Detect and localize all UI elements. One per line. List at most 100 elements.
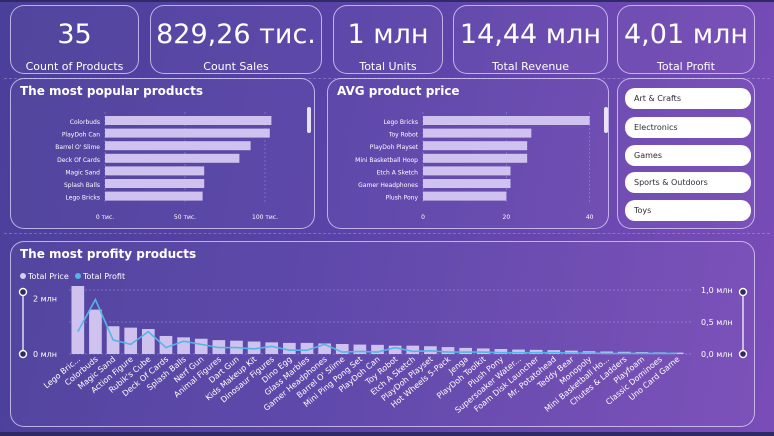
y-right-tick-label: 0,5 млн [701, 318, 733, 327]
kpi-label: Total Units [359, 60, 417, 73]
bar-total-price [494, 349, 508, 354]
axis-range-handle [738, 287, 748, 297]
bar [423, 166, 511, 176]
category-label: Mini Basketball Hoop [355, 157, 418, 164]
slicer-item-toys[interactable]: Toys [625, 200, 751, 221]
bar-total-price [283, 342, 296, 354]
bar [423, 141, 528, 151]
panel-title: The most profity products [20, 247, 197, 261]
bar-total-price [247, 341, 261, 354]
popular-products-panel[interactable]: The most popular products 0 тис. 50 тис. 1… [10, 78, 315, 229]
category-label: Barrel O' Slime [55, 144, 100, 151]
y-left-tick-label: 0 млн [33, 350, 57, 359]
bar [423, 116, 590, 125]
bar [105, 191, 203, 201]
bar-total-price [89, 309, 102, 354]
category-label: Colorbuds [70, 119, 100, 126]
bar-total-price [124, 327, 138, 354]
bar-total-price [353, 344, 367, 354]
bar-total-price [265, 342, 279, 354]
guide-line [4, 233, 770, 234]
category-slicer: Art & Crafts Electronics Games Sports & … [617, 78, 755, 229]
kpi-value: 829,26 тис. [156, 19, 316, 50]
category-label: Lego Bricks [384, 119, 418, 126]
category-label: Plush Pony [386, 195, 419, 202]
x-tick-label: 20 [503, 214, 511, 221]
bar [105, 179, 205, 188]
x-tick-label: 50 тис. [174, 214, 196, 221]
kpi-count-of-products[interactable]: 35 Count of Products [10, 5, 139, 74]
category-label: Splash Balls [64, 182, 100, 189]
bar [105, 141, 251, 151]
popular-products-chart: 0 тис. 50 тис. 100 тис. Colorbuds PlayDoh Ca… [55, 107, 311, 221]
bar-total-price [71, 286, 85, 354]
axis-range-handle [738, 349, 748, 359]
bar-total-price [159, 335, 173, 354]
category-label: PlayDoh Can [62, 132, 100, 139]
legend-marker-total-profit [75, 273, 81, 279]
y-right-tick-label: 0,0 млн [701, 350, 733, 359]
kpi-total-profit[interactable]: 4,01 млн Total Profit [617, 5, 755, 74]
bar-total-price [388, 345, 402, 354]
kpi-count-sales[interactable]: 829,26 тис. Count Sales [150, 5, 322, 74]
legend-total-profit: Total Profit [82, 272, 125, 281]
bar-total-price [512, 349, 525, 354]
bar-total-price [141, 329, 155, 354]
profity-products-chart: Total Price Total Profit 0,0 млн 0,5 млн 1,0… [18, 272, 748, 415]
category-label: Gamer Headphones [358, 182, 418, 189]
category-label: PlayDoh Playset [370, 144, 419, 151]
category-label: Etch A Sketch [377, 169, 419, 176]
bar-total-price [441, 347, 455, 354]
slicer-item-electronics[interactable]: Electronics [625, 117, 751, 138]
bar [423, 128, 532, 138]
x-tick-label: 40 [586, 214, 594, 221]
bar [105, 128, 270, 138]
kpi-value: 4,01 млн [624, 19, 748, 50]
avg-price-panel[interactable]: AVG product price 0 20 40 Lego Bricks Toy Ro… [327, 78, 609, 229]
bar [105, 116, 272, 125]
bar [423, 153, 528, 163]
kpi-total-revenue[interactable]: 14,44 млн Total Revenue [453, 5, 608, 74]
category-label: Lego Bricks [66, 195, 100, 202]
category-label: Magic Sand [65, 169, 100, 176]
bar-total-price [459, 347, 472, 354]
bar-total-price [300, 342, 314, 354]
x-tick-label: 100 тис. [252, 214, 278, 221]
line-total-profit [77, 297, 678, 355]
axis-range-handle [18, 287, 28, 297]
panel-title: The most popular products [20, 84, 203, 98]
kpi-value: 1 млн [347, 19, 429, 50]
bar-total-price [476, 348, 490, 354]
kpi-value: 35 [57, 19, 92, 50]
bar-total-price [194, 338, 208, 354]
axis-range-handle [18, 349, 28, 359]
y-left-tick-label: 2 млн [33, 294, 57, 303]
y-right-tick-label: 1,0 млн [701, 286, 733, 295]
panel-title: AVG product price [337, 84, 460, 98]
bar-total-price [406, 345, 420, 354]
bar-total-price [335, 344, 349, 354]
bar [423, 191, 507, 201]
bar-total-price [318, 343, 331, 354]
kpi-label: Total Profit [657, 60, 715, 73]
bar-total-price [371, 344, 384, 354]
profity-products-panel[interactable]: The most profity products Total Price Tot… [10, 241, 755, 427]
legend-total-price: Total Price [27, 272, 69, 281]
slicer-item-sports-outdoors[interactable]: Sports & Outdoors [625, 172, 751, 193]
bar [105, 166, 205, 176]
kpi-label: Total Revenue [491, 60, 570, 73]
scrollbar [307, 107, 311, 133]
bar [105, 153, 240, 163]
window-top-border [0, 0, 774, 2]
x-tick-label: 0 тис. [96, 214, 114, 221]
x-tick-label: 0 [421, 214, 425, 221]
kpi-label: Count of Products [25, 60, 124, 73]
category-label: Deck Of Cards [57, 157, 100, 164]
bar-total-price [177, 337, 190, 354]
slicer-item-art-crafts[interactable]: Art & Crafts [625, 88, 751, 109]
window-bottom-border [0, 432, 774, 436]
slicer-item-games[interactable]: Games [625, 145, 751, 166]
kpi-total-units[interactable]: 1 млн Total Units [333, 5, 443, 74]
kpi-label: Count Sales [203, 60, 269, 73]
kpi-value: 14,44 млн [459, 19, 602, 50]
